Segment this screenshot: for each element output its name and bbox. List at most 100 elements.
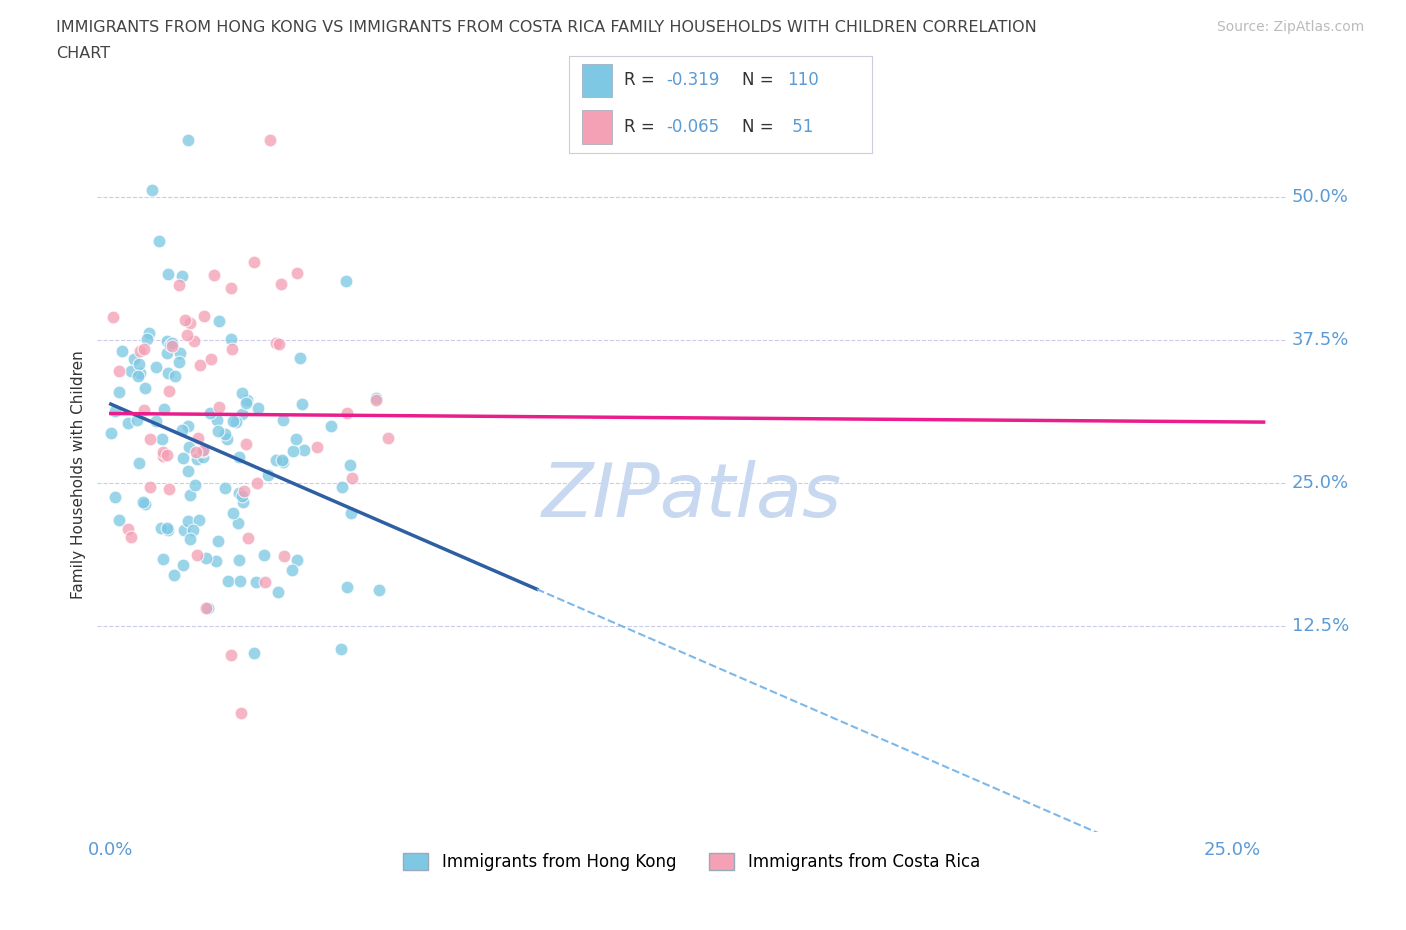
Point (231, 406, 253, 421)
Point (228, 486, 250, 501)
Point (179, 315, 201, 330)
Point (173, 523, 195, 538)
Point (163, 368, 186, 383)
Point (330, 642, 353, 657)
Point (256, 468, 278, 483)
Text: 0.0%: 0.0% (89, 841, 134, 859)
Text: N =: N = (742, 118, 779, 136)
Point (150, 432, 173, 446)
Point (207, 534, 229, 549)
Point (127, 368, 149, 383)
Point (214, 427, 236, 442)
Point (197, 601, 219, 616)
Text: R =: R = (624, 118, 659, 136)
Point (155, 520, 177, 535)
Bar (582, 111, 612, 144)
Point (267, 337, 290, 352)
Point (156, 333, 179, 348)
Point (104, 404, 127, 418)
Point (145, 360, 167, 375)
Point (188, 512, 211, 527)
Text: -0.319: -0.319 (666, 72, 720, 89)
Point (108, 385, 131, 400)
Point (129, 343, 152, 358)
Point (246, 475, 269, 490)
Point (100, 426, 122, 441)
Point (132, 342, 155, 357)
Point (253, 548, 276, 563)
Point (198, 405, 221, 420)
Point (226, 515, 249, 530)
Point (177, 463, 200, 478)
Point (243, 254, 266, 269)
Point (138, 326, 160, 340)
Point (229, 574, 252, 589)
Point (107, 513, 129, 528)
Point (117, 521, 139, 536)
Point (148, 233, 170, 248)
Point (138, 432, 160, 446)
Point (253, 575, 276, 590)
Text: 25.0%: 25.0% (1292, 474, 1350, 493)
Point (364, 392, 387, 407)
Point (157, 482, 180, 497)
Point (243, 645, 266, 660)
Point (134, 497, 156, 512)
Point (152, 448, 174, 463)
Point (208, 400, 231, 415)
Text: CHART: CHART (56, 46, 110, 61)
Point (280, 563, 302, 578)
Point (179, 531, 201, 546)
Text: 110: 110 (787, 72, 818, 89)
Point (169, 277, 191, 292)
Point (193, 443, 215, 458)
Point (163, 568, 186, 583)
Bar (582, 63, 612, 97)
Point (232, 495, 254, 510)
Point (179, 487, 201, 502)
Point (291, 396, 314, 411)
Point (139, 480, 162, 495)
Text: 50.0%: 50.0% (1292, 189, 1348, 206)
Point (221, 281, 243, 296)
Point (267, 585, 290, 600)
Point (336, 579, 359, 594)
Point (335, 273, 357, 288)
Point (190, 357, 212, 372)
Point (172, 422, 194, 437)
Point (172, 450, 194, 465)
Point (191, 444, 214, 458)
Point (219, 647, 242, 662)
Point (364, 390, 387, 405)
Point (120, 364, 142, 379)
Point (128, 456, 150, 471)
Point (156, 523, 179, 538)
Point (108, 364, 131, 379)
Point (200, 352, 222, 366)
Point (186, 451, 208, 466)
Point (156, 447, 179, 462)
Point (169, 346, 191, 361)
Point (231, 489, 253, 504)
Point (259, 133, 281, 148)
Text: 12.5%: 12.5% (1292, 618, 1350, 635)
Point (132, 494, 155, 509)
Point (270, 277, 292, 292)
Text: 25.0%: 25.0% (1204, 841, 1261, 859)
Point (219, 331, 242, 346)
Point (159, 338, 181, 352)
Point (264, 453, 287, 468)
Legend: Immigrants from Hong Kong, Immigrants from Costa Rica: Immigrants from Hong Kong, Immigrants fr… (396, 846, 987, 878)
Point (221, 341, 243, 356)
Point (235, 395, 257, 410)
Point (247, 401, 270, 416)
Point (156, 365, 179, 380)
Point (184, 477, 207, 492)
Point (122, 352, 145, 366)
Point (228, 449, 250, 464)
Point (288, 351, 311, 365)
Point (340, 471, 363, 485)
Text: 37.5%: 37.5% (1292, 331, 1350, 350)
Point (221, 506, 243, 521)
Text: N =: N = (742, 72, 779, 89)
